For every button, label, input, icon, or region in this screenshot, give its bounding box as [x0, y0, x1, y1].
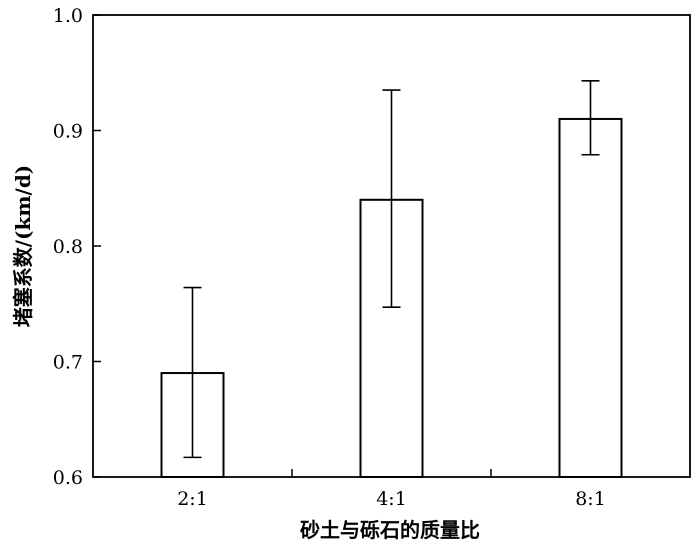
error-bars-layer — [183, 80, 600, 459]
y-tick-label: 0.6 — [53, 467, 83, 489]
y-axis-title: 堵塞系数/(km/d) — [11, 165, 35, 328]
y-tick-label: 0.8 — [53, 236, 83, 258]
x-tick-label: 4:1 — [376, 488, 407, 510]
y-tick-label: 0.9 — [53, 121, 83, 143]
x-tick-label: 2:1 — [177, 488, 208, 510]
ticks-layer: 2:1 4:1 8:1 0.6 0.7 0.8 0.9 1.0 — [53, 5, 606, 510]
bar-8-1 — [558, 117, 623, 478]
x-axis-title: 砂土与砾石的质量比 — [300, 518, 480, 542]
y-tick-label: 0.7 — [53, 352, 83, 374]
x-tick-label: 8:1 — [575, 488, 606, 510]
y-tick-label: 1.0 — [53, 5, 83, 27]
